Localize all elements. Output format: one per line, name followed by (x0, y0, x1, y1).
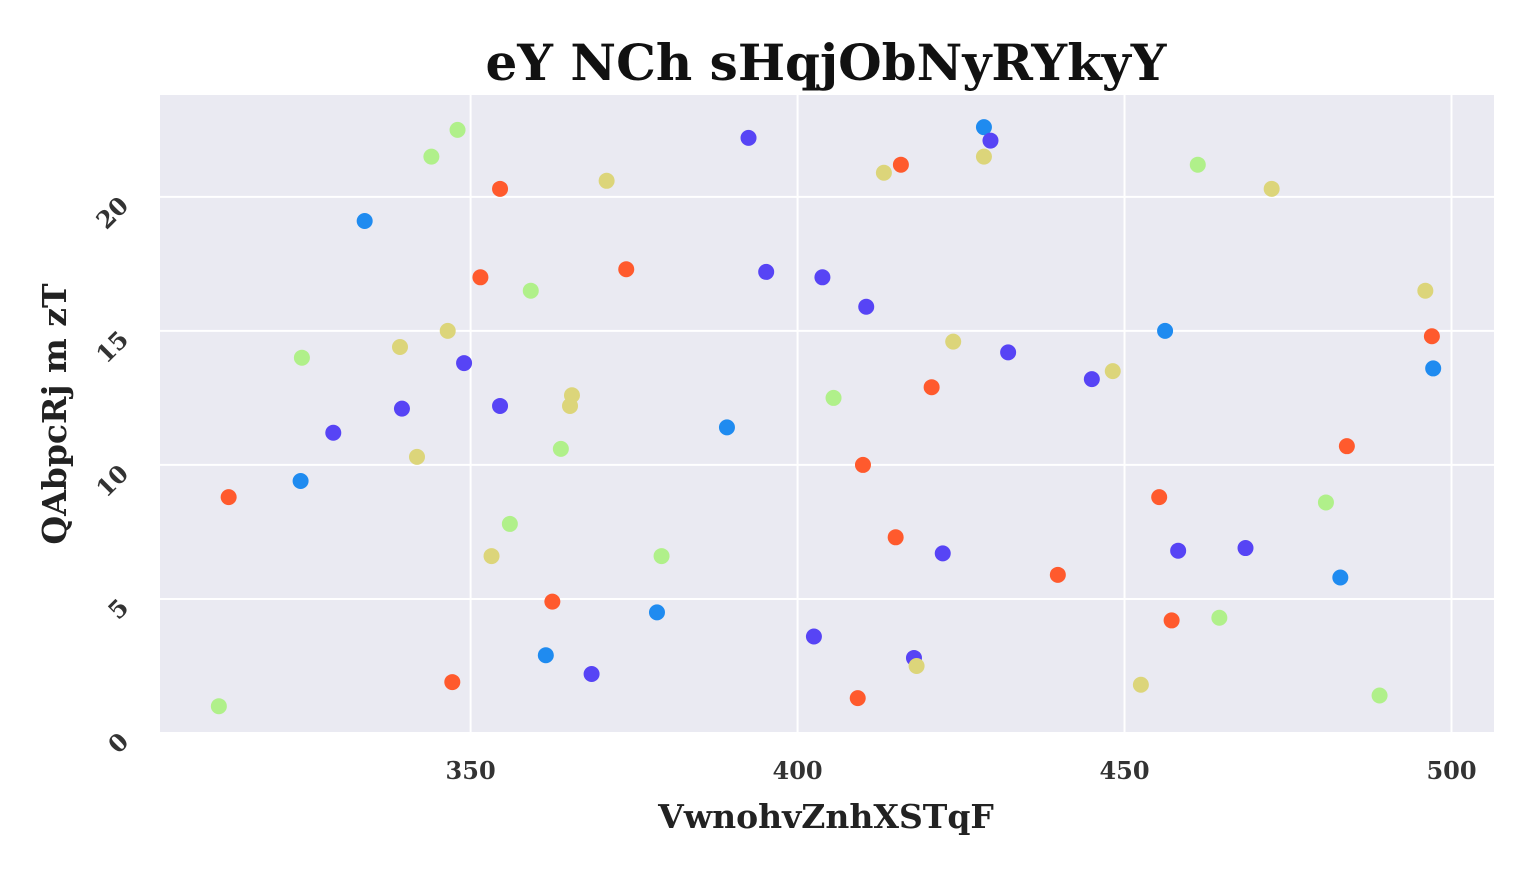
data-point (648, 604, 665, 621)
data-point (653, 548, 670, 565)
data-point (1170, 542, 1187, 559)
x-axis-label: VwnohvZnhXSTqF (657, 797, 994, 836)
data-point (492, 397, 509, 414)
data-point (1104, 363, 1121, 380)
data-point (875, 164, 892, 181)
data-point (825, 389, 842, 406)
data-point (892, 156, 909, 173)
data-point (1332, 569, 1349, 586)
data-point (858, 298, 875, 315)
data-point (210, 698, 227, 715)
data-point (1425, 360, 1442, 377)
data-point (492, 180, 509, 197)
x-tick-label: 350 (446, 756, 496, 785)
data-point (408, 448, 425, 465)
data-point (544, 593, 561, 610)
x-tick-label: 400 (773, 756, 823, 785)
data-point (537, 647, 554, 664)
data-point (293, 349, 310, 366)
data-point (1083, 371, 1100, 388)
x-tick-label: 450 (1099, 756, 1149, 785)
data-point (456, 355, 473, 372)
data-point (563, 387, 580, 404)
y-tick-label: 15 (90, 325, 134, 369)
data-point (522, 282, 539, 299)
data-point (1338, 438, 1355, 455)
data-point (1417, 282, 1434, 299)
data-point (325, 424, 342, 441)
data-points (210, 119, 1442, 715)
data-point (1423, 328, 1440, 345)
data-point (740, 129, 757, 146)
y-tick-label: 10 (90, 459, 134, 503)
data-point (1049, 566, 1066, 583)
data-point (758, 263, 775, 280)
data-point (423, 148, 440, 165)
data-point (1317, 494, 1334, 511)
y-tick-label: 0 (102, 727, 134, 759)
data-point (1132, 676, 1149, 693)
data-point (598, 172, 615, 189)
plot-background (160, 95, 1494, 733)
data-point (292, 473, 309, 490)
data-point (552, 440, 569, 457)
data-point (975, 148, 992, 165)
data-point (444, 674, 461, 691)
grid-lines (160, 95, 1494, 734)
data-point (391, 338, 408, 355)
data-point (1237, 540, 1254, 557)
y-axis-label: QAbpcRj m zT (35, 283, 74, 545)
y-tick-label: 5 (102, 593, 134, 625)
data-point (583, 666, 600, 683)
data-point (814, 269, 831, 286)
data-point (923, 379, 940, 396)
data-point (908, 657, 925, 674)
data-point (1189, 156, 1206, 173)
data-point (472, 269, 489, 286)
data-point (483, 548, 500, 565)
data-point (220, 489, 237, 506)
data-point (854, 456, 871, 473)
data-point (849, 690, 866, 707)
data-point (934, 545, 951, 562)
y-tick-labels: 0 5 10 15 20 (90, 191, 134, 759)
chart-title: eY NCh sHqjObNyRYkyY (486, 33, 1168, 92)
data-point (1211, 609, 1228, 626)
data-point (449, 121, 466, 138)
data-point (945, 333, 962, 350)
data-point (1157, 322, 1174, 339)
x-tick-label: 500 (1426, 756, 1476, 785)
data-point (501, 515, 518, 532)
data-point (356, 212, 373, 229)
x-tick-labels: 350 400 450 500 (446, 756, 1477, 785)
data-point (1000, 344, 1017, 361)
y-tick-label: 20 (90, 191, 134, 235)
data-point (439, 322, 456, 339)
data-point (1371, 687, 1388, 704)
data-point (805, 628, 822, 645)
data-point (393, 400, 410, 417)
data-point (1163, 612, 1180, 629)
data-point (975, 119, 992, 136)
data-point (887, 529, 904, 546)
data-point (618, 261, 635, 278)
data-point (718, 419, 735, 436)
data-point (982, 132, 999, 149)
data-point (1263, 180, 1280, 197)
data-point (1151, 489, 1168, 506)
